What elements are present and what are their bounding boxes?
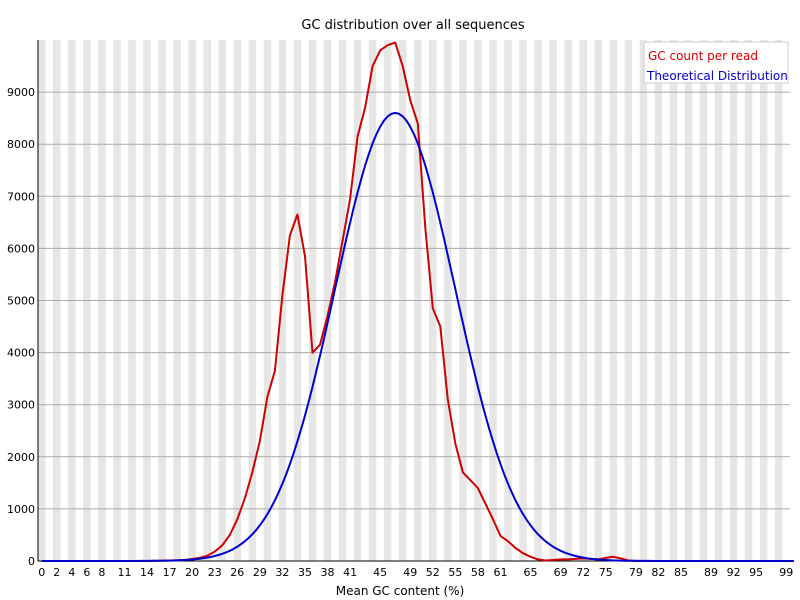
series-lines	[41, 41, 794, 562]
y-tick-label: 7000	[7, 190, 35, 203]
y-tick-label: 3000	[7, 399, 35, 412]
x-tick-label: 2	[53, 566, 60, 579]
y-tick-label: 5000	[7, 295, 35, 308]
x-tick-label: 26	[230, 566, 244, 579]
x-tick-label: 23	[208, 566, 222, 579]
x-tick-label: 45	[373, 566, 387, 579]
y-axis-ticks: 0 1000 2000 3000 4000 5000 6000 7000 8000 9000	[7, 86, 35, 568]
x-tick-label: 35	[298, 566, 312, 579]
x-tick-label: 14	[140, 566, 154, 579]
x-tick-label: 8	[98, 566, 105, 579]
x-tick-label: 75	[599, 566, 613, 579]
x-tick-label: 38	[321, 566, 335, 579]
y-tick-label: 4000	[7, 347, 35, 360]
x-tick-label: 32	[275, 566, 289, 579]
x-tick-label: 4	[68, 566, 75, 579]
x-tick-label: 55	[448, 566, 462, 579]
x-tick-label: 89	[704, 566, 718, 579]
x-tick-label: 49	[403, 566, 417, 579]
y-tick-label: 6000	[7, 242, 35, 255]
x-tick-label: 99	[779, 566, 793, 579]
series-line-gc-count	[41, 41, 794, 562]
legend-box	[643, 41, 789, 84]
x-tick-label: 58	[471, 566, 485, 579]
x-tick-label: 6	[83, 566, 90, 579]
x-axis-ticks: 0 2 4 6 8 11 14 17 20 23 26 29 32 35 38 41 45 49 52 55 58 61 6…	[38, 566, 793, 579]
x-tick-label: 85	[674, 566, 688, 579]
y-tick-label: 0	[28, 555, 35, 568]
legend-item-theoretical: Theoretical Distribution	[646, 69, 788, 83]
x-tick-label: 65	[524, 566, 538, 579]
x-tick-label: 61	[493, 566, 507, 579]
x-axis-label: Mean GC content (%)	[336, 584, 465, 598]
x-tick-label: 79	[629, 566, 643, 579]
x-tick-label: 17	[163, 566, 177, 579]
y-tick-label: 9000	[7, 86, 35, 99]
x-tick-label: 52	[426, 566, 440, 579]
grid-lines	[38, 91, 790, 510]
legend: GC count per read Theoretical Distributi…	[643, 41, 789, 84]
chart-title: GC distribution over all sequences	[301, 18, 525, 33]
x-tick-label: 82	[651, 566, 665, 579]
x-tick-label: 41	[343, 566, 357, 579]
series-line-theoretical	[41, 111, 794, 562]
y-tick-label: 8000	[7, 138, 35, 151]
y-tick-label: 1000	[7, 503, 35, 516]
x-tick-label: 72	[576, 566, 590, 579]
legend-item-gc-count: GC count per read	[648, 49, 758, 63]
x-tick-label: 0	[38, 566, 45, 579]
x-tick-label: 11	[117, 566, 131, 579]
x-tick-label: 69	[554, 566, 568, 579]
x-tick-label: 29	[253, 566, 267, 579]
x-tick-label: 20	[185, 566, 199, 579]
y-tick-label: 2000	[7, 451, 35, 464]
x-tick-label: 95	[749, 566, 763, 579]
x-tick-label: 92	[727, 566, 741, 579]
